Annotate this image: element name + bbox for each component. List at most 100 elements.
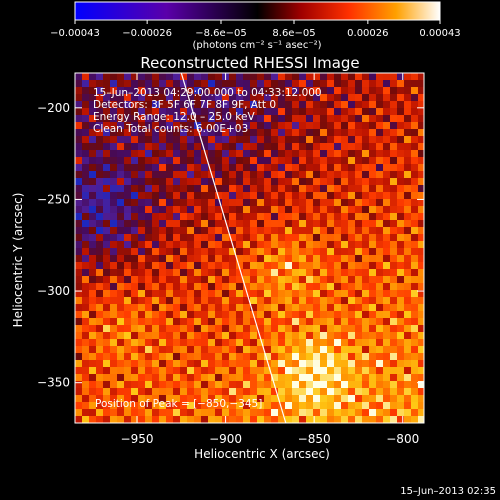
- heatmap-cell: [320, 129, 328, 137]
- heatmap-cell: [208, 339, 216, 347]
- heatmap-cell: [145, 178, 153, 186]
- heatmap-cell: [180, 409, 188, 417]
- heatmap-cell: [355, 94, 363, 102]
- heatmap-cell: [369, 332, 377, 340]
- heatmap-cell: [376, 94, 384, 102]
- heatmap-cell: [369, 192, 377, 200]
- heatmap-cell: [355, 157, 363, 165]
- heatmap-cell: [334, 213, 342, 221]
- heatmap-cell: [411, 150, 419, 158]
- heatmap-cell: [278, 416, 286, 423]
- heatmap-cell: [229, 325, 237, 333]
- heatmap-cell: [250, 171, 258, 179]
- heatmap-cell: [222, 409, 230, 417]
- heatmap-cell: [250, 234, 258, 242]
- heatmap-cell: [313, 367, 321, 375]
- heatmap-cell: [362, 192, 370, 200]
- heatmap-cell: [138, 171, 146, 179]
- heatmap-cell: [201, 171, 209, 179]
- heatmap-cell: [411, 213, 419, 221]
- heatmap-cell: [124, 227, 132, 235]
- heatmap-cell: [75, 353, 83, 361]
- heatmap-cell: [166, 171, 174, 179]
- heatmap-cell: [285, 87, 293, 95]
- heatmap-cell: [229, 199, 237, 207]
- heatmap-cell: [299, 276, 307, 284]
- heatmap-cell: [96, 290, 104, 298]
- heatmap-cell: [236, 304, 244, 312]
- heatmap-cell: [418, 171, 424, 179]
- heatmap-cell: [201, 87, 209, 95]
- heatmap-cell: [306, 290, 314, 298]
- heatmap-cell: [110, 395, 118, 403]
- heatmap-cell: [152, 255, 160, 263]
- heatmap-cell: [264, 262, 272, 270]
- heatmap-cell: [383, 325, 391, 333]
- heatmap-cell: [341, 185, 349, 193]
- heatmap-cell: [208, 304, 216, 312]
- heatmap-cell: [376, 248, 384, 256]
- heatmap-cell: [96, 276, 104, 284]
- heatmap-cell: [292, 269, 300, 277]
- heatmap-cell: [418, 241, 424, 249]
- heatmap-cell: [243, 220, 251, 228]
- heatmap-cell: [369, 367, 377, 375]
- heatmap-cell: [348, 108, 356, 116]
- heatmap-cell: [376, 150, 384, 158]
- heatmap-cell: [376, 171, 384, 179]
- heatmap-cell: [264, 115, 272, 123]
- heatmap-cell: [390, 115, 398, 123]
- heatmap-cell: [271, 87, 279, 95]
- heatmap-cell: [327, 304, 335, 312]
- heatmap-cell: [411, 136, 419, 144]
- heatmap-cell: [278, 360, 286, 368]
- heatmap-cell: [103, 409, 111, 417]
- heatmap-cell: [96, 73, 104, 81]
- heatmap-cell: [306, 122, 314, 130]
- heatmap-cell: [341, 269, 349, 277]
- heatmap-cell: [411, 290, 419, 298]
- heatmap-cell: [124, 416, 132, 423]
- heatmap-cell: [397, 192, 405, 200]
- heatmap-cell: [222, 255, 230, 263]
- heatmap-cell: [355, 304, 363, 312]
- heatmap-cell: [313, 73, 321, 81]
- heatmap-cell: [180, 367, 188, 375]
- heatmap-cell: [89, 346, 97, 354]
- heatmap-cell: [208, 360, 216, 368]
- heatmap-cell: [215, 73, 223, 81]
- heatmap-cell: [194, 164, 202, 172]
- heatmap-cell: [334, 311, 342, 319]
- heatmap-cell: [292, 115, 300, 123]
- heatmap-cell: [369, 262, 377, 270]
- heatmap-cell: [201, 409, 209, 417]
- heatmap-cell: [145, 290, 153, 298]
- heatmap-cell: [201, 269, 209, 277]
- heatmap-cell: [124, 94, 132, 102]
- heatmap-cell: [124, 87, 132, 95]
- heatmap-cell: [341, 276, 349, 284]
- heatmap-cell: [376, 220, 384, 228]
- heatmap-cell: [145, 409, 153, 417]
- heatmap-cell: [166, 255, 174, 263]
- heatmap-cell: [243, 283, 251, 291]
- heatmap-cell: [82, 325, 90, 333]
- heatmap-cell: [397, 122, 405, 130]
- heatmap-cell: [215, 367, 223, 375]
- heatmap-cell: [180, 388, 188, 396]
- heatmap-cell: [271, 108, 279, 116]
- heatmap-cell: [355, 185, 363, 193]
- heatmap-cell: [397, 304, 405, 312]
- heatmap-cell: [215, 262, 223, 270]
- heatmap-cell: [250, 227, 258, 235]
- heatmap-cell: [271, 164, 279, 172]
- info-line-3: Energy Range: 12.0 – 25.0 keV: [93, 111, 255, 123]
- heatmap-cell: [341, 374, 349, 382]
- heatmap-cell: [180, 178, 188, 186]
- heatmap-cell: [96, 157, 104, 165]
- heatmap-cell: [208, 136, 216, 144]
- heatmap-cell: [138, 80, 146, 88]
- heatmap-cell: [180, 325, 188, 333]
- heatmap-cell: [376, 381, 384, 389]
- heatmap-cell: [320, 206, 328, 214]
